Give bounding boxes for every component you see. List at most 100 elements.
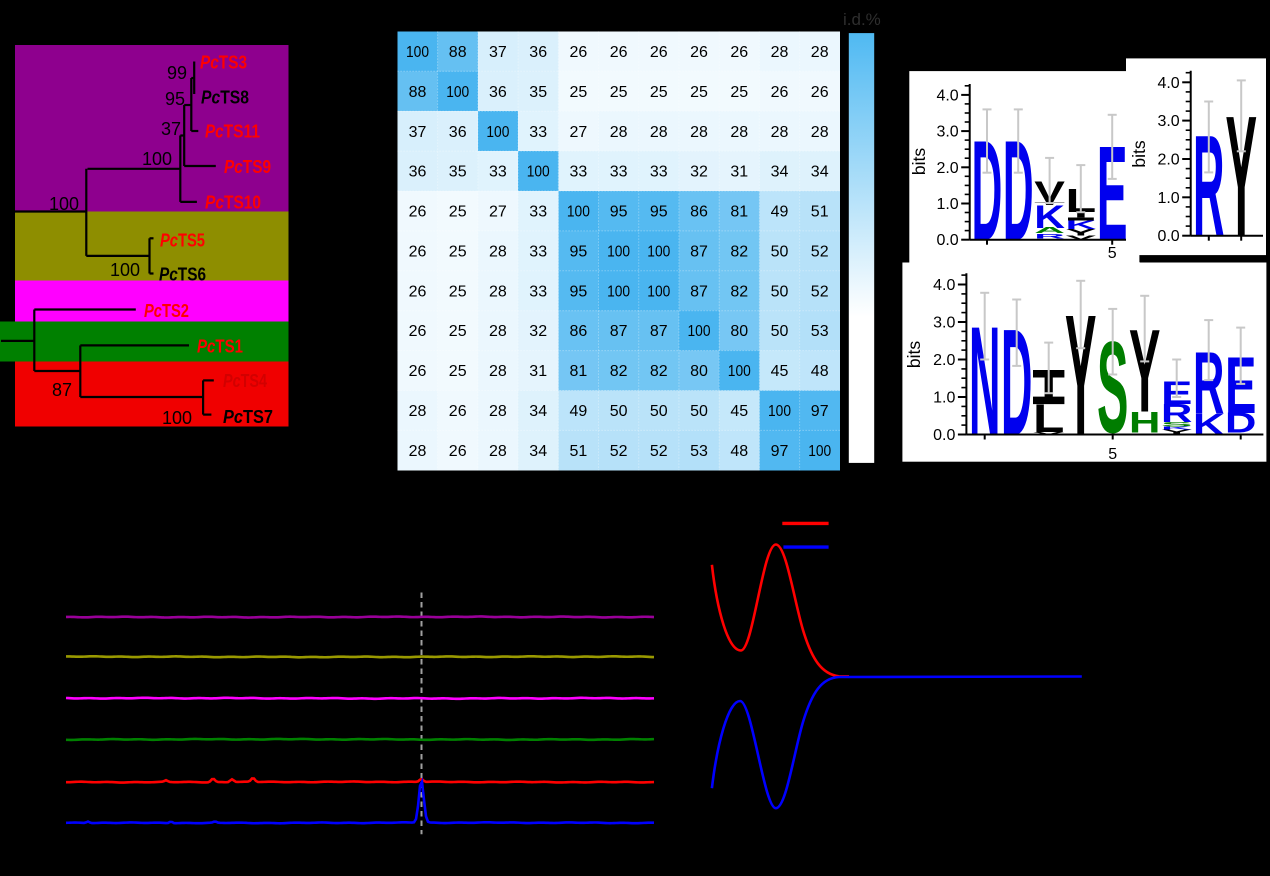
svg-text:87: 87 [52, 380, 72, 400]
svg-text:82: 82 [730, 243, 748, 260]
svg-text:28: 28 [409, 403, 427, 420]
svg-text:36: 36 [489, 84, 507, 101]
svg-text:TS5: TS5 [178, 231, 205, 251]
svg-text:33: 33 [529, 243, 547, 260]
svg-text:36: 36 [449, 124, 467, 141]
svg-text:25: 25 [570, 84, 588, 101]
svg-text:53: 53 [811, 323, 829, 340]
svg-text:26: 26 [409, 204, 427, 221]
svg-text:0.0: 0.0 [936, 232, 958, 249]
svg-text:36: 36 [409, 164, 427, 181]
svg-text:51: 51 [570, 443, 588, 460]
svg-text:52: 52 [811, 243, 829, 260]
svg-text:100: 100 [688, 323, 711, 340]
svg-text:5: 5 [1108, 446, 1117, 463]
svg-text:80: 80 [690, 363, 708, 380]
svg-text:35: 35 [529, 84, 547, 101]
svg-text:86: 86 [690, 204, 708, 221]
svg-text:26: 26 [409, 243, 427, 260]
svg-text:37: 37 [489, 44, 507, 61]
svg-text:82: 82 [730, 283, 748, 300]
svg-text:100: 100 [110, 260, 140, 280]
svg-text:100: 100 [406, 44, 429, 61]
svg-text:K: K [1161, 425, 1192, 430]
svg-text:TS9: TS9 [243, 157, 271, 177]
svg-text:TS7: TS7 [243, 407, 273, 427]
svg-text:1.0: 1.0 [1157, 190, 1179, 207]
svg-text:95: 95 [570, 243, 588, 260]
svg-text:49: 49 [570, 403, 588, 420]
svg-text:25: 25 [610, 84, 628, 101]
svg-text:33: 33 [489, 164, 507, 181]
svg-text:4.0: 4.0 [1157, 75, 1179, 92]
svg-text:100: 100 [768, 403, 791, 420]
svg-text:26: 26 [409, 323, 427, 340]
svg-text:25: 25 [449, 243, 467, 260]
svg-text:TS4: TS4 [241, 371, 267, 391]
svg-text:87: 87 [650, 323, 668, 340]
svg-text:28: 28 [489, 323, 507, 340]
svg-text:28: 28 [489, 283, 507, 300]
svg-text:27: 27 [489, 204, 507, 221]
svg-text:28: 28 [489, 443, 507, 460]
svg-text:95: 95 [650, 204, 668, 221]
svg-text:33: 33 [529, 283, 547, 300]
svg-text:2.0: 2.0 [933, 352, 955, 369]
svg-text:48: 48 [730, 443, 748, 460]
svg-text:45: 45 [730, 403, 748, 420]
svg-text:2.0: 2.0 [936, 160, 958, 177]
svg-text:28: 28 [771, 124, 789, 141]
svg-text:5: 5 [1108, 245, 1117, 262]
svg-text:26: 26 [811, 84, 829, 101]
svg-text:27: 27 [570, 124, 588, 141]
svg-text:95: 95 [570, 283, 588, 300]
svg-text:TS11: TS11 [224, 122, 260, 142]
svg-text:26: 26 [449, 403, 467, 420]
svg-text:Pc: Pc [205, 122, 224, 142]
svg-text:33: 33 [610, 164, 628, 181]
svg-text:97: 97 [771, 443, 789, 460]
svg-text:K: K [1066, 219, 1097, 232]
svg-text:81: 81 [570, 363, 588, 380]
svg-text:80: 80 [730, 323, 748, 340]
svg-text:52: 52 [811, 283, 829, 300]
svg-text:25: 25 [690, 84, 708, 101]
svg-text:36: 36 [529, 44, 547, 61]
svg-text:25: 25 [449, 283, 467, 300]
svg-text:28: 28 [650, 124, 668, 141]
svg-text:28: 28 [811, 44, 829, 61]
svg-text:28: 28 [489, 403, 507, 420]
svg-text:100: 100 [446, 84, 469, 101]
svg-text:Y: Y [1161, 428, 1192, 435]
svg-text:100: 100 [728, 363, 751, 380]
svg-text:53: 53 [690, 443, 708, 460]
svg-text:D: D [1225, 406, 1256, 438]
svg-text:TS1: TS1 [215, 337, 243, 357]
svg-text:97: 97 [811, 403, 829, 420]
svg-text:26: 26 [409, 283, 427, 300]
svg-text:3.0: 3.0 [1157, 113, 1179, 130]
svg-text:Pc: Pc [200, 53, 219, 73]
svg-text:100: 100 [486, 124, 509, 141]
svg-text:25: 25 [449, 204, 467, 221]
svg-text:52: 52 [610, 443, 628, 460]
svg-text:86: 86 [570, 323, 588, 340]
svg-text:45: 45 [771, 363, 789, 380]
svg-text:51: 51 [811, 204, 829, 221]
svg-text:32: 32 [529, 323, 547, 340]
svg-text:50: 50 [771, 323, 789, 340]
svg-text:25: 25 [449, 323, 467, 340]
svg-text:Pc: Pc [205, 193, 224, 213]
svg-text:33: 33 [570, 164, 588, 181]
svg-text:Pc: Pc [223, 407, 243, 427]
svg-text:34: 34 [529, 443, 547, 460]
svg-text:37: 37 [161, 119, 181, 139]
svg-text:100: 100 [607, 283, 630, 300]
svg-text:88: 88 [409, 84, 427, 101]
svg-text:48: 48 [811, 363, 829, 380]
svg-text:3.0: 3.0 [936, 124, 958, 141]
svg-text:52: 52 [650, 443, 668, 460]
svg-text:28: 28 [690, 124, 708, 141]
svg-text:25: 25 [449, 363, 467, 380]
svg-text:34: 34 [811, 164, 829, 181]
